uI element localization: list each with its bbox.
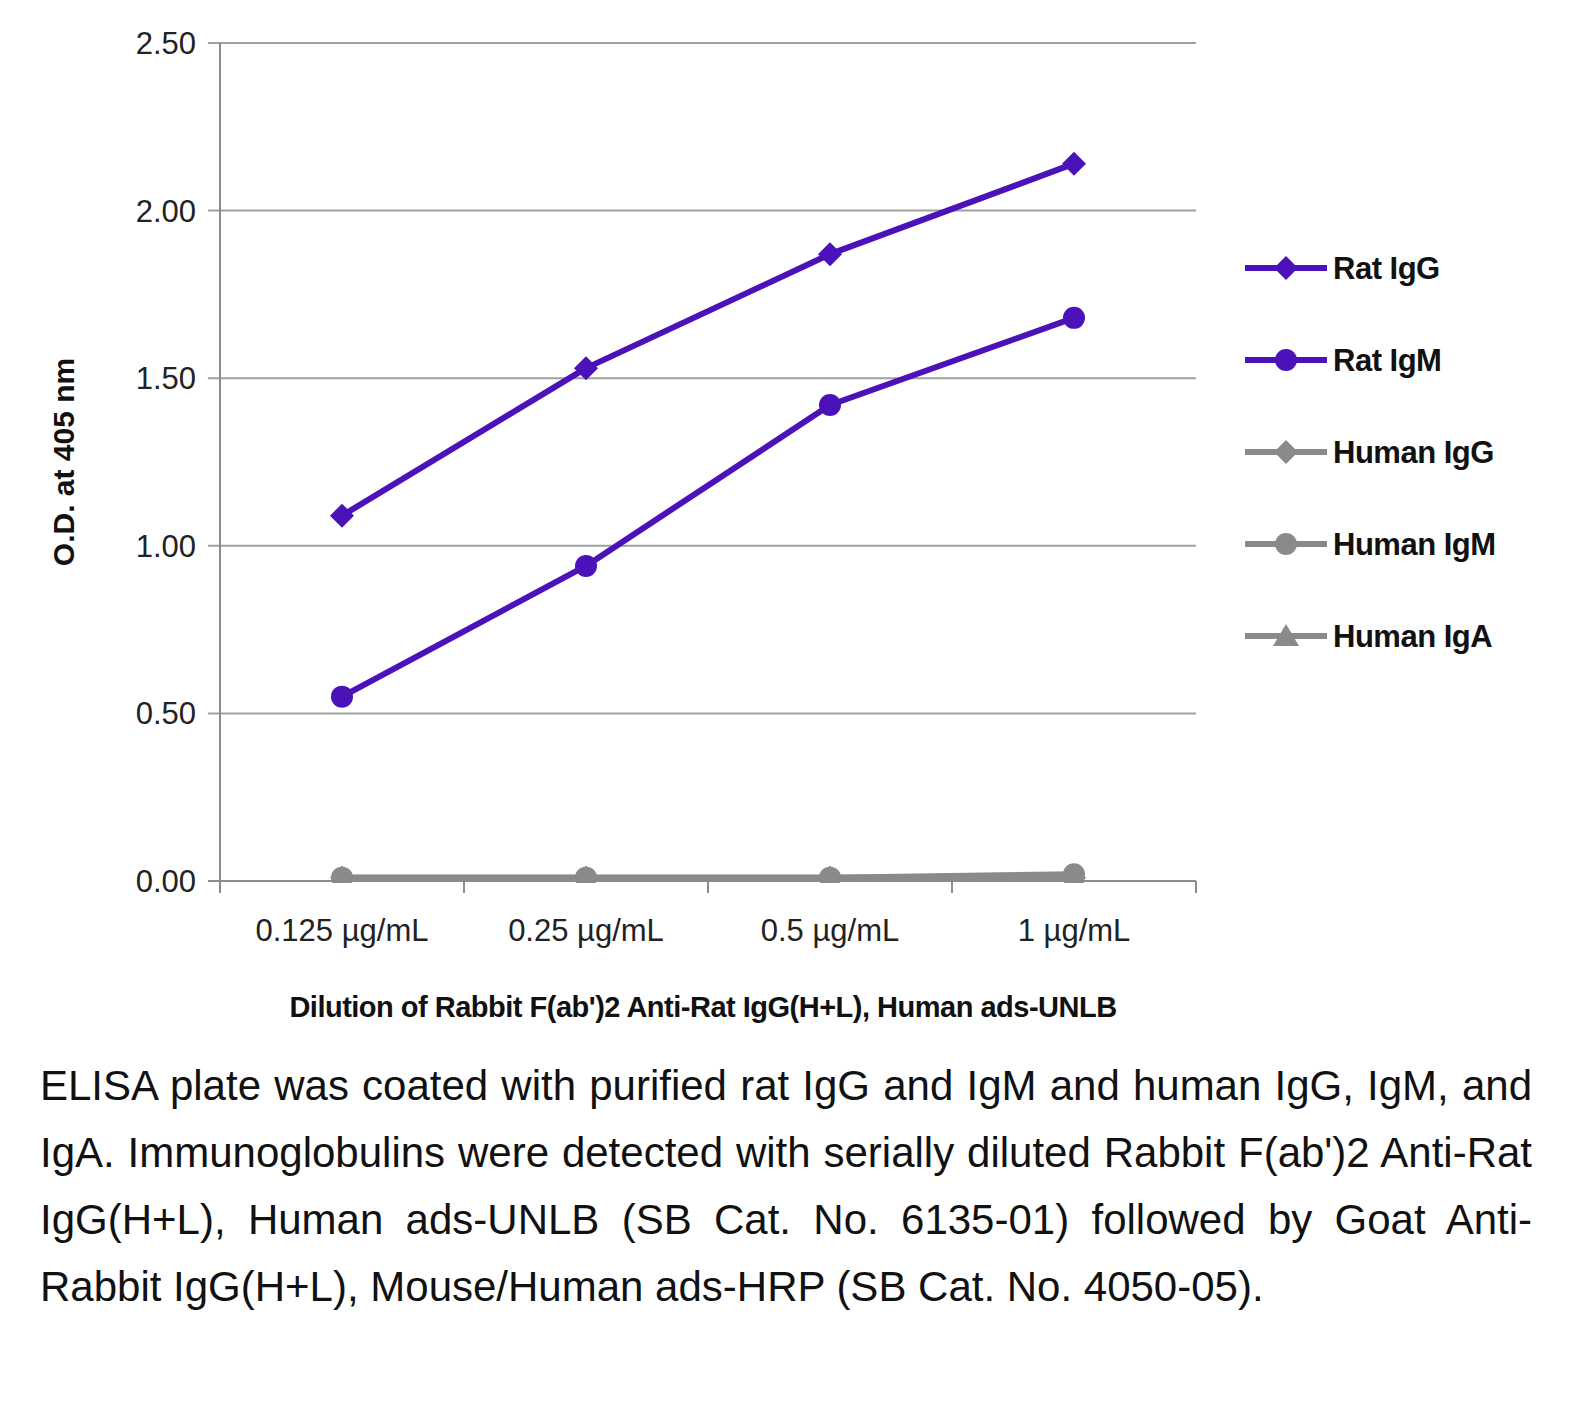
- legend-label: Human IgA: [1333, 619, 1492, 654]
- data-point: [329, 866, 355, 883]
- series-line: [342, 875, 1074, 881]
- grid-line: [208, 712, 1196, 714]
- x-tick-label: 0.5 µg/mL: [761, 913, 900, 948]
- y-axis: [219, 43, 221, 881]
- y-tick-label: 2.50: [136, 26, 196, 61]
- legend-label: Rat IgM: [1333, 343, 1441, 378]
- y-tick-label: 0.00: [136, 864, 196, 899]
- data-point: [1062, 152, 1086, 176]
- y-tick-label: 1.00: [136, 529, 196, 564]
- data-point: [330, 504, 354, 528]
- legend-marker: [1273, 624, 1299, 646]
- data-point: [819, 394, 841, 416]
- data-point: [574, 866, 598, 883]
- data-point: [573, 866, 599, 883]
- grid-line: [208, 377, 1196, 379]
- legend-marker: [1275, 533, 1297, 555]
- caption: ELISA plate was coated with purified rat…: [40, 1052, 1532, 1320]
- annotation: ELISA plate was coated with purified rat…: [40, 1052, 1532, 1320]
- x-tick: [463, 881, 465, 893]
- legend-label: Rat IgG: [1333, 251, 1440, 286]
- plot-marks: [329, 152, 1087, 883]
- x-tick: [1195, 881, 1197, 893]
- data-point: [331, 686, 353, 708]
- y-axis-label: O.D. at 405 nm: [47, 358, 80, 566]
- series-line: [342, 164, 1074, 516]
- series-line: [342, 875, 1074, 881]
- chart: 0.00 0.50 1.00 1.50 2.00 2.50 0.125 µg/mL 0.25 …: [0, 0, 1590, 1050]
- series-line: [342, 318, 1074, 697]
- series-line: [342, 874, 1074, 877]
- data-point: [1061, 866, 1087, 883]
- legend-label: Human IgM: [1333, 527, 1496, 562]
- x-tick-label: 1 µg/mL: [1018, 913, 1131, 948]
- data-point: [575, 555, 597, 577]
- x-tick-label: 0.25 µg/mL: [508, 913, 664, 948]
- grid-line: [208, 545, 1196, 547]
- x-axis-label: Dilution of Rabbit F(ab')2 Anti-Rat IgG(…: [289, 991, 1116, 1023]
- data-point: [574, 356, 598, 380]
- grid-line: [208, 210, 1196, 212]
- grid-line: [208, 42, 1196, 44]
- x-tick: [707, 881, 709, 893]
- legend-label: Human IgG: [1333, 435, 1494, 470]
- data-point: [1063, 307, 1085, 329]
- legend-marker: [1274, 440, 1298, 464]
- y-tick-label: 0.50: [136, 696, 196, 731]
- legend-marker: [1275, 349, 1297, 371]
- data-point: [817, 866, 843, 883]
- data-point: [818, 866, 842, 883]
- x-tick: [219, 881, 221, 893]
- x-tick-label: 0.125 µg/mL: [256, 913, 429, 948]
- y-tick-label: 1.50: [136, 361, 196, 396]
- x-tick: [951, 881, 953, 893]
- data-point: [330, 866, 354, 883]
- y-tick-label: 2.00: [136, 194, 196, 229]
- legend-marker: [1274, 256, 1298, 280]
- data-point: [818, 242, 842, 266]
